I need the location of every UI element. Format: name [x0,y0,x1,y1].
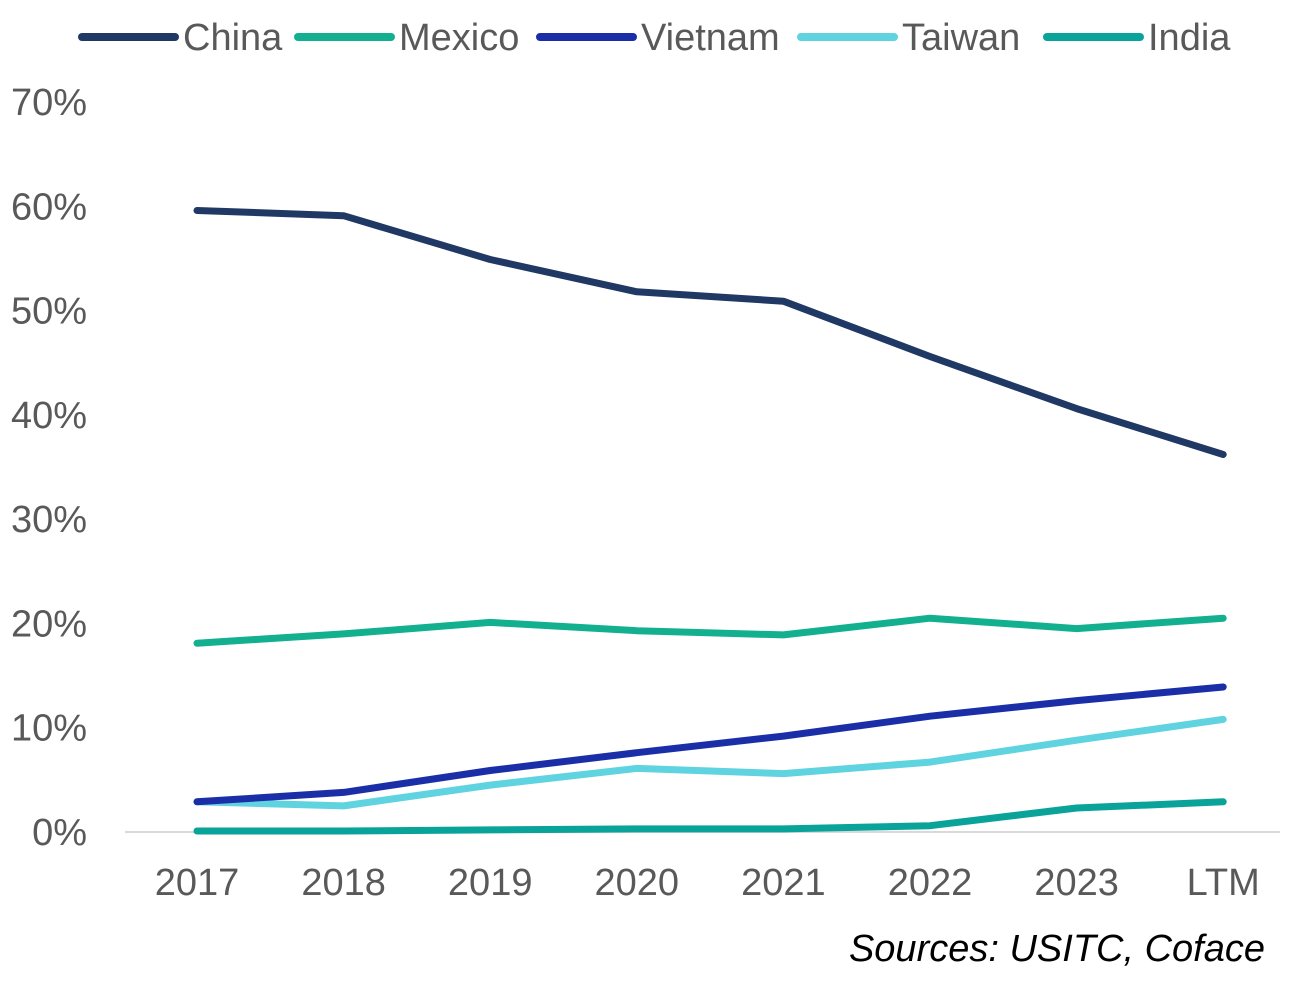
axes: 0% 10% 20% 30% 40% 50% 60% 70% 2017 2018 2019 2020 2… [11,82,1280,904]
y-tick-label: 20% [11,603,87,645]
x-tick-label: 2018 [301,862,386,904]
legend-label-india: India [1148,17,1231,59]
y-tick-label: 30% [11,499,87,541]
legend: China Mexico Vietnam Taiwan India [78,17,1231,59]
series-line-china [193,207,1227,458]
x-tick-label: LTM [1187,862,1260,904]
legend-label-taiwan: Taiwan [902,17,1020,59]
x-tick-label: 2021 [741,862,826,904]
y-tick-label: 10% [11,708,87,750]
x-tick-label: 2019 [448,862,533,904]
x-tick-label: 2022 [888,862,973,904]
legend-label-mexico: Mexico [399,17,519,59]
series-lines [193,207,1227,835]
y-tick-label: 40% [11,395,87,437]
x-tick-label: 2017 [155,862,240,904]
source-note: Sources: USITC, Coface [848,928,1265,970]
series-line-mexico [193,614,1227,647]
legend-label-vietnam: Vietnam [641,17,780,59]
y-tick-label: 50% [11,291,87,333]
series-line-taiwan [193,715,1227,810]
series-line-india [193,798,1227,835]
x-tick-label: 2020 [595,862,680,904]
series-line-vietnam [193,683,1227,806]
y-tick-label: 0% [32,812,87,854]
legend-label-china: China [183,17,283,59]
x-tick-label: 2023 [1034,862,1119,904]
y-tick-label: 60% [11,186,87,228]
y-tick-label: 70% [11,82,87,124]
